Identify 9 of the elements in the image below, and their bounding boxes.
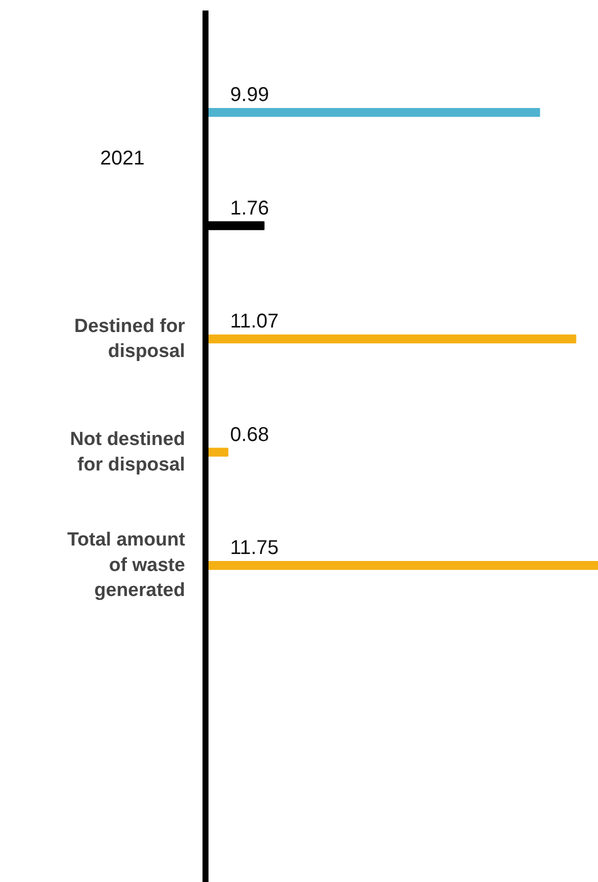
data-label: 11.07 bbox=[230, 310, 279, 333]
y-tick-label: Destined for disposal bbox=[74, 316, 186, 362]
y-tick-label: Total amount of waste generated bbox=[67, 530, 186, 602]
data-label: 1.76 bbox=[230, 197, 270, 220]
y-tick-label: Not destined for disposal bbox=[70, 429, 186, 476]
data-label: 11.75 bbox=[230, 537, 279, 560]
data-label: 0.68 bbox=[230, 424, 270, 446]
text: 2021 bbox=[100, 148, 145, 170]
data-label: 9.99 bbox=[230, 84, 270, 106]
